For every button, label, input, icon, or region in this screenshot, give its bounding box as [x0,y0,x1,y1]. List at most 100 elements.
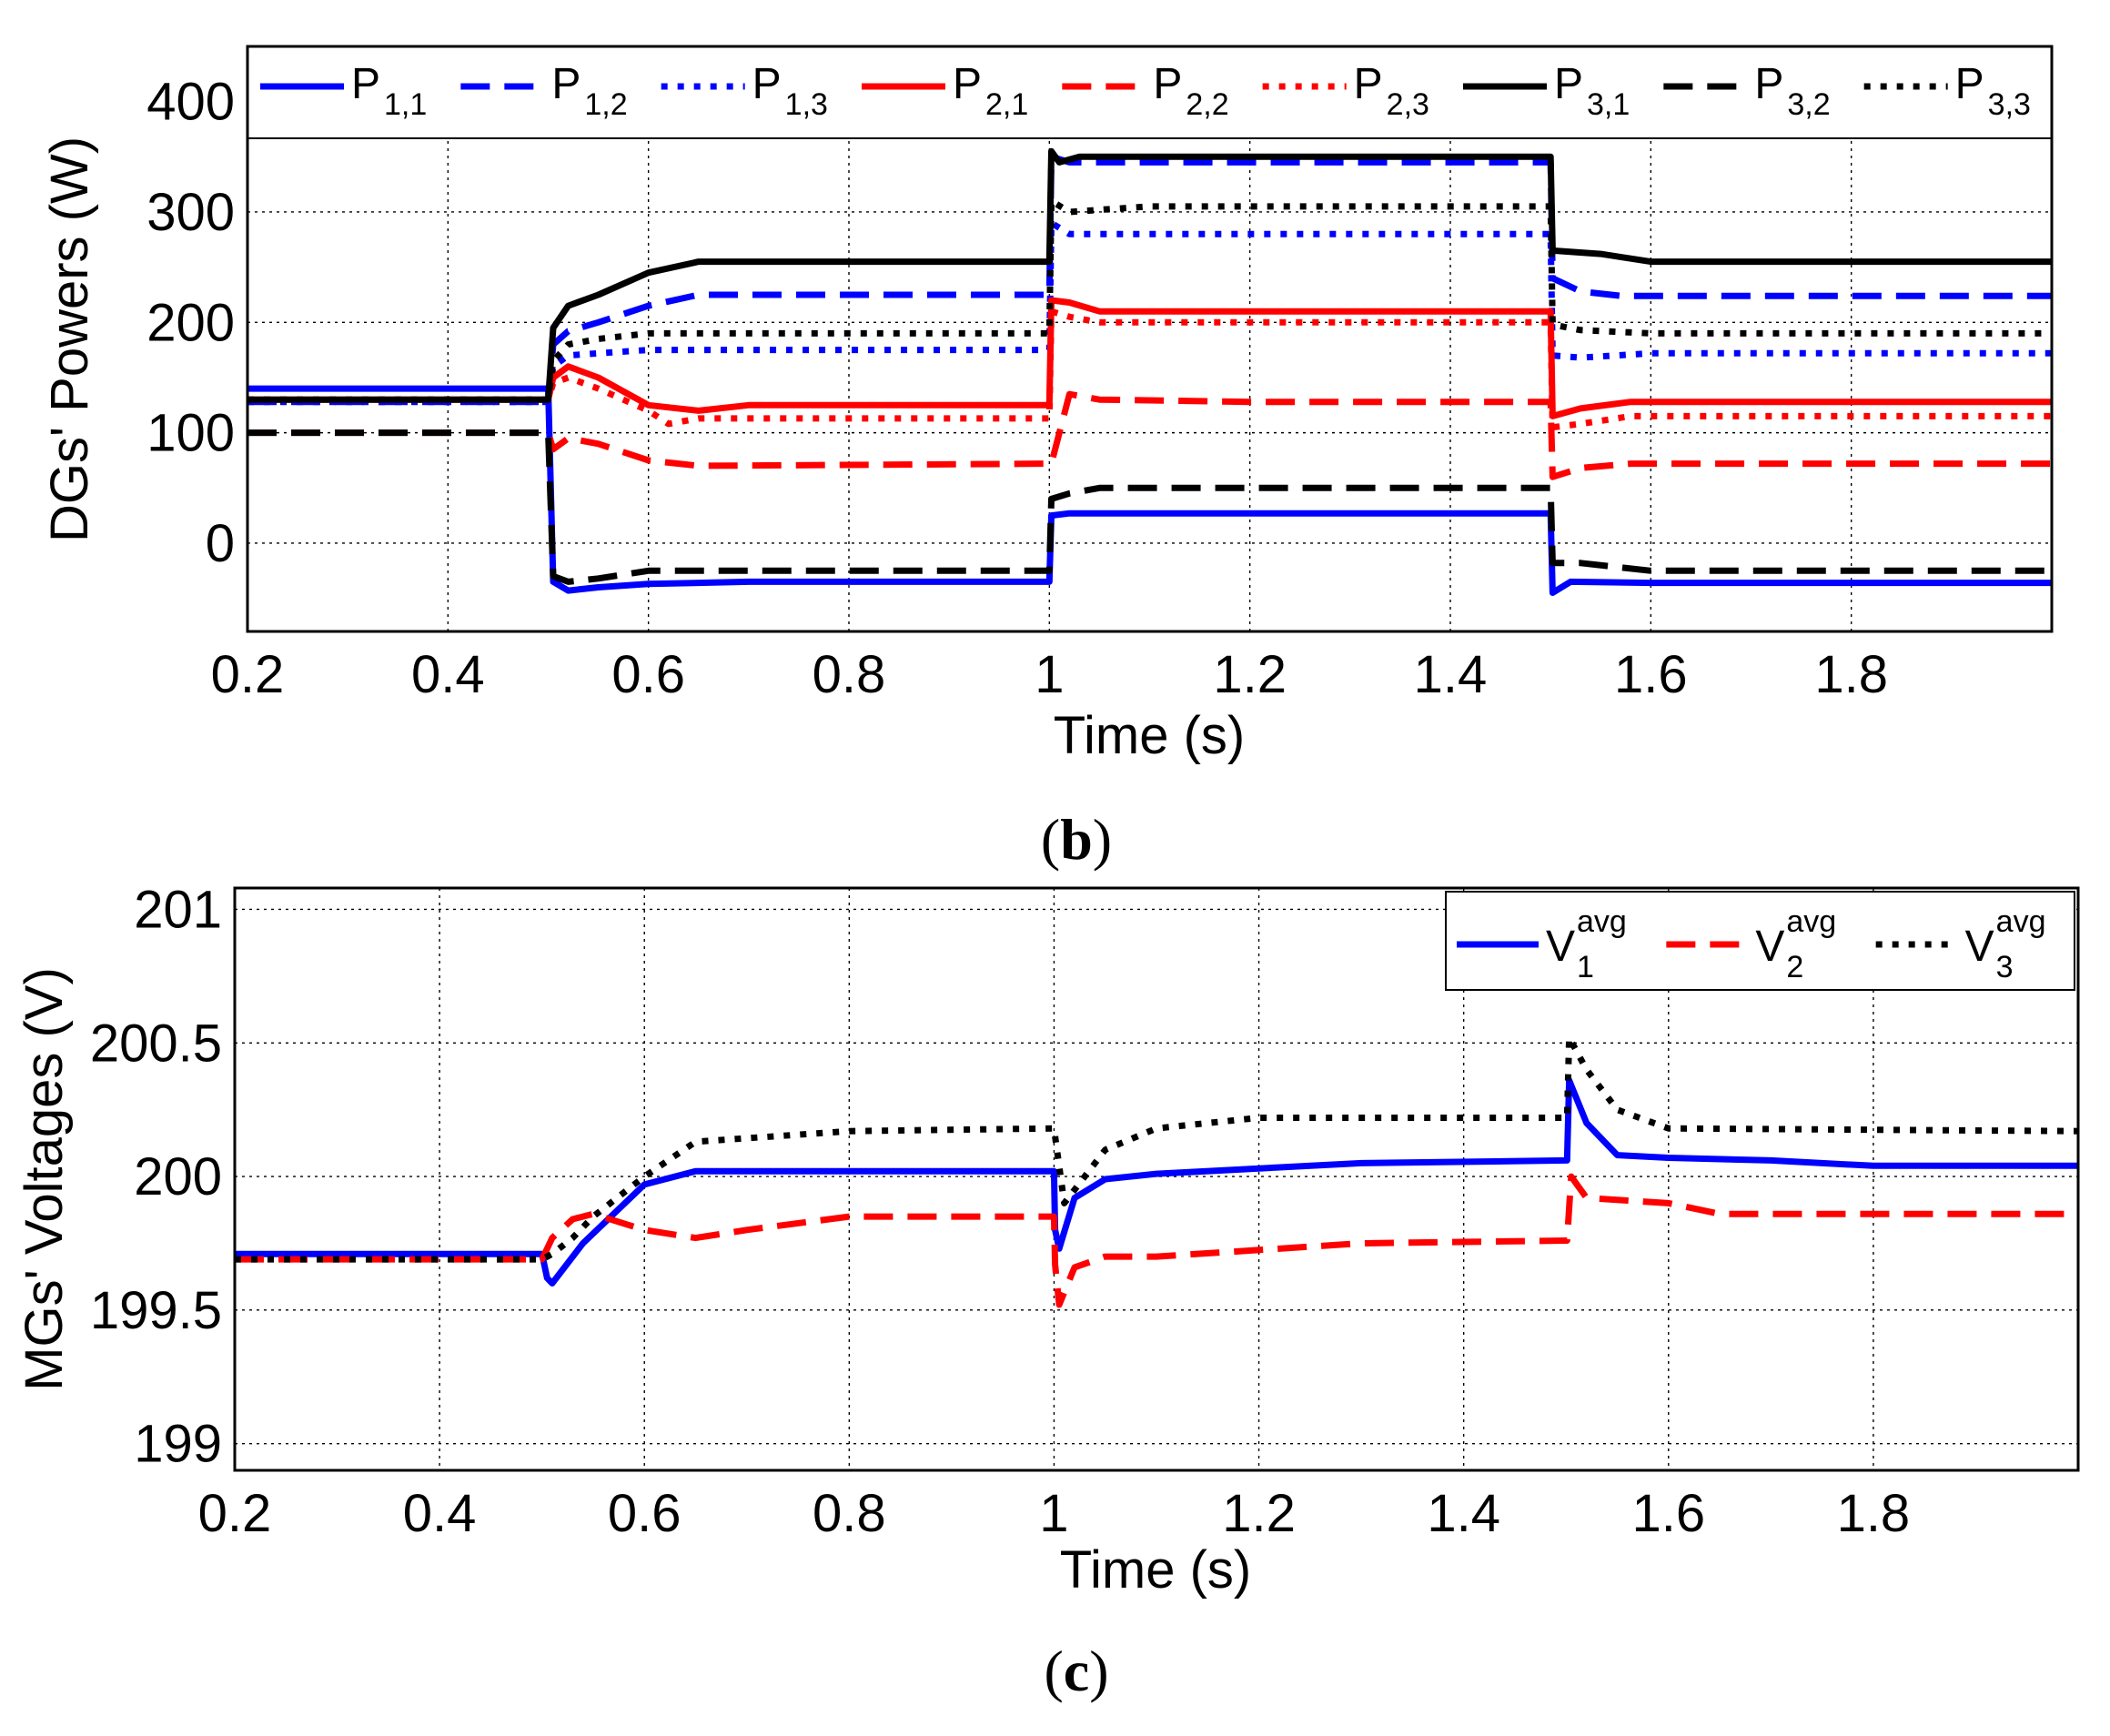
panel-b-legend-label: P 2,3 [1354,60,1429,122]
panel-b-series-p-1-3 [247,219,2052,406]
panel-c-x-tick-label: 0.6 [608,1484,681,1543]
panel-b-legend-label: P 2,2 [1153,60,1228,122]
panel-c-x-tick-labels: 0.2 0.4 0.6 0.8 1 1.2 1.4 1.6 1.8 [198,1484,1911,1543]
panel-b-x-tick-label: 0.4 [411,645,485,704]
legend-label-sub: 2,2 [1186,87,1228,122]
panel-b-caption: (b) [1041,807,1112,872]
panel-c-y-tick-label: 200 [134,1147,222,1206]
panel-b-legend-label: P 2,1 [953,60,1028,122]
panel-c-x-tick-label: 1 [1039,1484,1068,1543]
legend-label-main: P [351,60,380,108]
panel-b-x-tick-label: 1.2 [1213,645,1287,704]
panel-c-y-tick-labels: 199 199.5 200 200.5 201 [90,880,222,1473]
panel-b-legend-label: P 1,3 [752,60,828,122]
panel-b-x-tick-label: 0.8 [813,645,886,704]
panel-c-series-v-3 [235,1034,2078,1263]
panel-c-caption-close: ) [1089,1639,1108,1703]
panel-c-legend-sup: avg [1577,904,1627,939]
panel-c-legend-sub: 2 [1786,950,1803,984]
panel-c-caption-open: ( [1044,1639,1063,1703]
panel-c-legend-label: V [1755,923,1784,971]
panel-c-x-tick-label: 0.2 [198,1484,272,1543]
panel-b-x-tick-label: 1.8 [1814,645,1888,704]
panel-c-x-tick-label: 1.6 [1631,1484,1705,1543]
panel-b-caption-close: ) [1093,807,1112,872]
panel-b-y-tick-labels: 0 100 200 300 400 [146,73,235,573]
panel-c-caption: (c) [1044,1639,1108,1703]
panel-b-y-axis-label: DGs' Powers (W) [40,136,99,542]
panel-b-series-group [247,147,2052,596]
legend-label-sub: 1,2 [584,87,627,122]
legend-label-main: P [1955,60,1984,108]
panel-c-legend-label: V [1546,923,1575,971]
panel-c-x-tick-label: 1.4 [1427,1484,1500,1543]
panel-b-legend-label: P 3,3 [1955,60,2031,122]
panel-b-y-tick-label: 200 [146,293,235,352]
legend-label-main: P [1554,60,1583,108]
legend-label-main: P [1354,60,1383,108]
panel-b-series-p-2-3 [247,308,2052,431]
panel-b-x-axis-label: Time (s) [1054,706,1245,765]
panel-c-legend-sub: 3 [1996,950,2014,984]
panel-b-legend-label: P 3,1 [1554,60,1630,122]
panel-b-legend-label: P 1,2 [551,60,627,122]
legend-label-sub: 3,1 [1587,87,1630,122]
legend-label-sub: 3,3 [1988,87,2031,122]
panel-c-legend-sub: 1 [1577,950,1594,984]
panel-c-x-tick-label: 0.4 [403,1484,477,1543]
panel-c-y-tick-label: 199.5 [90,1281,222,1340]
panel-b-x-tick-label: 1.4 [1414,645,1488,704]
panel-b-y-tick-label: 0 [206,514,235,573]
legend-label-main: P [551,60,581,108]
panel-c-x-axis-label: Time (s) [1060,1540,1251,1600]
legend-label-sub: 1,1 [384,87,427,122]
panel-c-series-v-2 [235,1173,2078,1308]
panel-c-x-tick-label: 0.8 [813,1484,886,1543]
legend-label-main: P [953,60,982,108]
legend-label-sub: 2,3 [1387,87,1429,122]
panel-b-x-tick-label: 1.6 [1614,645,1688,704]
panel-c-y-tick-label: 199 [134,1415,222,1474]
panel-c-y-tick-label: 201 [134,880,222,939]
panel-c-legend-sup: avg [1786,904,1836,939]
panel-b-series-p-3-1 [247,147,2052,403]
panel-b-caption-open: ( [1041,807,1060,872]
panel-c-legend-box [1445,891,2075,991]
panel-b-y-tick-label: 100 [146,404,235,463]
legend-label-main: P [1754,60,1783,108]
panel-b-x-tick-label: 1 [1035,645,1064,704]
panel-b-y-tick-label: 400 [146,73,235,132]
legend-label-sub: 2,1 [985,87,1028,122]
panel-b-x-tick-labels: 0.2 0.4 0.6 0.8 1 1.2 1.4 1.6 1.8 [211,645,1888,704]
legend-label-main: P [1153,60,1182,108]
panel-b-series-p-3-2 [247,429,2052,585]
panel-c-y-tick-label: 200.5 [90,1014,222,1073]
panel-b-legend-label: P 3,2 [1754,60,1830,122]
panel-b-powers-chart: P 1,1 P 1,2 P 1,3 P 2,1 P 2,2 P 2,3 P 3,1 P 3,2 P 3,3 0.2… [40,45,2054,872]
panel-c-legend-sup: avg [1996,904,2046,939]
panel-c-x-tick-label: 1.8 [1837,1484,1911,1543]
panel-b-y-tick-label: 300 [146,183,235,242]
panel-c-caption-letter: c [1064,1639,1089,1703]
panel-b-plot-frame [246,45,2054,633]
panel-b-legend-label: P 1,1 [351,60,427,122]
panel-b-x-tick-label: 0.2 [211,645,285,704]
panel-b-legend: P 1,1 P 1,2 P 1,3 P 2,1 P 2,2 P 2,3 P 3,1 P 3,2 P 3,3 [247,45,2053,139]
panel-c-legend-label: V [1965,923,1994,971]
legend-label-main: P [752,60,782,108]
panel-c-plot-frame [233,886,2080,1472]
panel-b-series-p-3-3 [247,197,2052,403]
panel-b-x-tick-label: 0.6 [611,645,685,704]
panel-c-series-group [235,1034,2078,1308]
panel-b-series-p-1-2 [247,153,2052,406]
panel-b-series-p-2-1 [247,297,2052,419]
panel-c-y-axis-label: MGs' Voltages (V) [15,967,74,1391]
legend-label-sub: 1,3 [785,87,828,122]
panel-c-series-v-1 [235,1076,2078,1287]
panel-c-x-tick-label: 1.2 [1222,1484,1296,1543]
panel-b-caption-letter: b [1060,807,1093,872]
legend-label-sub: 3,2 [1787,87,1830,122]
